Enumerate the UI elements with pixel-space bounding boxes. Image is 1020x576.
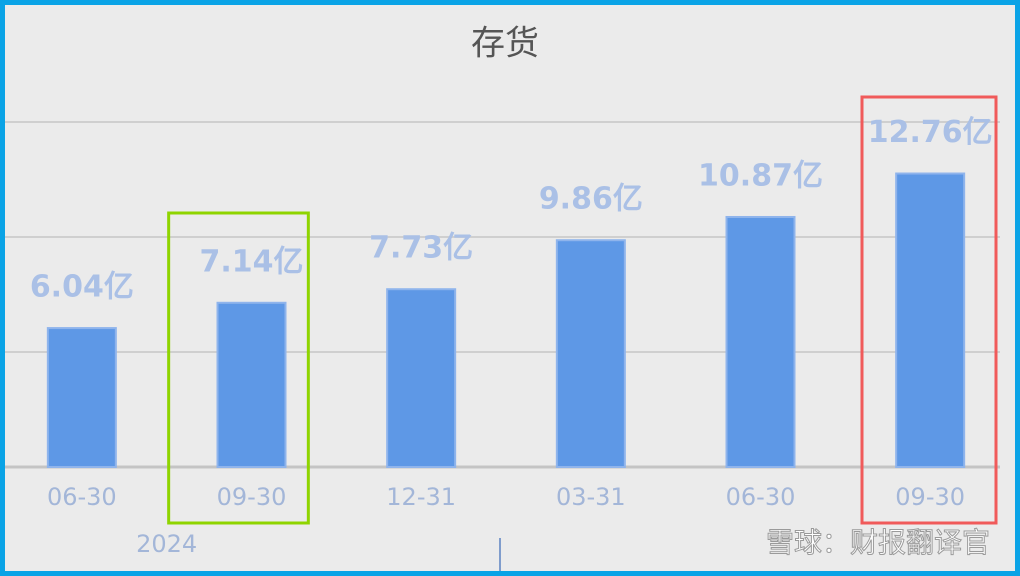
x-tick-label: 09-30: [217, 483, 287, 511]
bar: [216, 301, 287, 468]
year-label: 2024: [136, 530, 197, 558]
bar: [555, 239, 626, 468]
bar: [895, 172, 966, 469]
highlight-box: [167, 211, 310, 525]
x-tick-label: 06-30: [47, 483, 117, 511]
chart-title: 存货: [471, 24, 539, 64]
highlight-box: [860, 95, 998, 525]
watermark: 雪球：财报翻译官: [766, 526, 990, 559]
x-tick-label: 12-31: [386, 483, 456, 511]
value-label: 12.76亿: [868, 115, 993, 150]
background: [5, 5, 1015, 571]
value-label: 6.04亿: [30, 270, 134, 305]
x-tick-label: 03-31: [556, 483, 626, 511]
bar: [46, 327, 117, 468]
value-label: 7.73亿: [369, 231, 473, 266]
value-label: 10.87亿: [698, 158, 823, 193]
value-label: 7.14亿: [199, 244, 303, 279]
value-label: 9.86亿: [539, 182, 643, 217]
bar: [725, 215, 796, 468]
bar: [386, 288, 457, 468]
x-tick-label: 09-30: [895, 483, 965, 511]
x-tick-label: 06-30: [726, 483, 796, 511]
